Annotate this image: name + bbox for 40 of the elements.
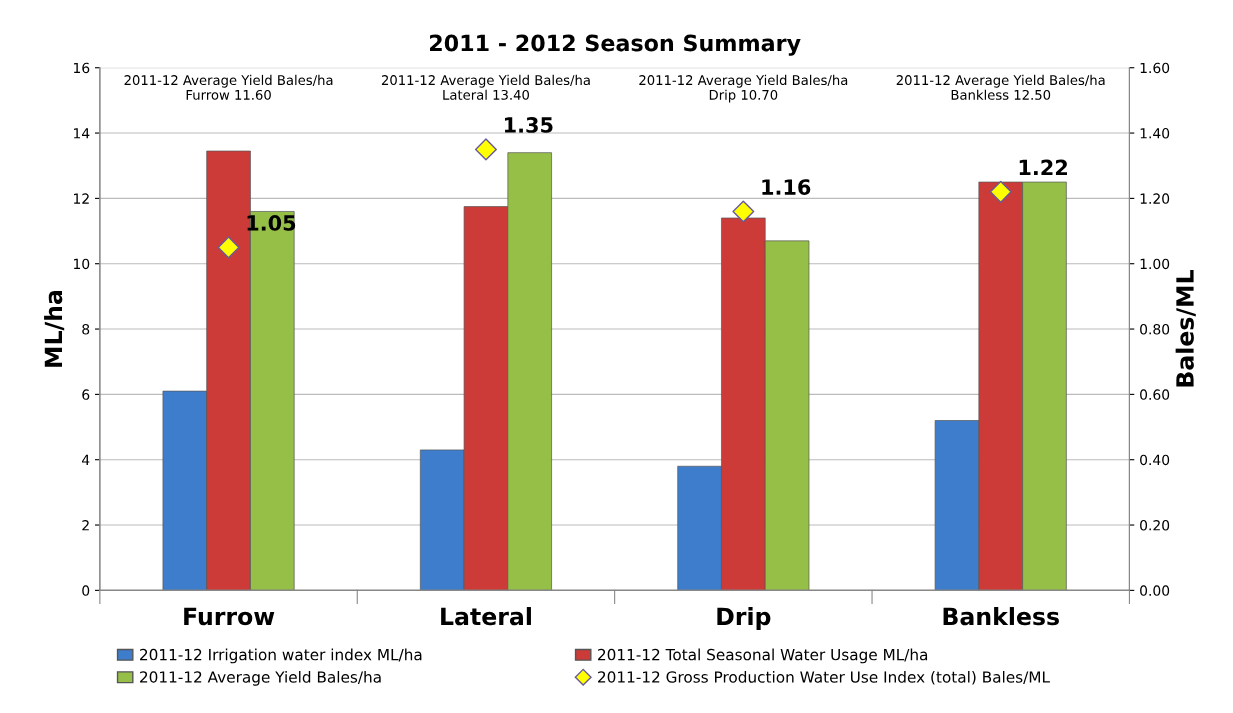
annotation: 2011-12 Average Yield Bales/ha Bankless 12.50 (896, 74, 1105, 100)
data-label: 1.35 (504, 117, 553, 133)
y2-axis-title: Bales/ML (1175, 270, 1196, 387)
annotation: 2011-12 Average Yield Bales/ha Furrow 11.60 (124, 74, 333, 100)
legend-label: 2011-12 Total Seasonal Water Usage ML/ha (598, 648, 928, 664)
y2-tick-label: 1.00 (1140, 258, 1170, 270)
x-tick-label: Furrow (184, 607, 275, 626)
y2-tick-label: 0.80 (1140, 324, 1170, 335)
legend-label: 2011-12 Irrigation water index ML/ha (140, 648, 422, 664)
y-tick-label: 8 (82, 324, 90, 335)
y-tick-label: 6 (82, 389, 90, 400)
point (474, 138, 497, 161)
point (989, 180, 1012, 203)
data-label: 1.16 (762, 179, 811, 195)
y-tick-label: 4 (81, 454, 90, 465)
data-label: 1.22 (1019, 159, 1067, 176)
point (732, 200, 755, 223)
y-tick-label: 16 (74, 62, 90, 74)
y-tick-label: 12 (74, 193, 89, 204)
y2-tick-label: 0.20 (1140, 520, 1170, 531)
y2-tick-label: 1.20 (1140, 193, 1170, 204)
annotation: 2011-12 Average Yield Bales/ha Lateral 13.40 (381, 74, 590, 100)
y-tick-label: 14 (74, 128, 90, 139)
y2-tick-label: 0.00 (1140, 585, 1170, 596)
x-tick-label: Lateral (441, 607, 531, 626)
x-tick-label: Bankless (943, 607, 1059, 626)
y-tick-label: 2 (82, 520, 89, 531)
y2-tick-label: 0.40 (1140, 454, 1170, 466)
y-tick-label: 10 (74, 258, 90, 270)
legend-label: 2011-12 Gross Production Water Use Index (total) Bales/ML (598, 670, 1050, 685)
point (217, 236, 240, 259)
y2-tick-label: 1.40 (1140, 128, 1170, 139)
x-tick-label: Drip (717, 607, 771, 630)
y-tick-label: 0 (82, 585, 90, 596)
legend-label: 2011-12 Average Yield Bales/ha (140, 670, 381, 686)
y2-tick-label: 1.60 (1140, 62, 1170, 74)
y-axis-title: ML/ha (44, 290, 65, 367)
annotation: 2011-12 Average Yield Bales/ha Drip 10.70 (639, 74, 848, 103)
chart-title: 2011 - 2012 Season Summary (430, 34, 801, 56)
y2-tick-label: 0.60 (1140, 389, 1170, 400)
